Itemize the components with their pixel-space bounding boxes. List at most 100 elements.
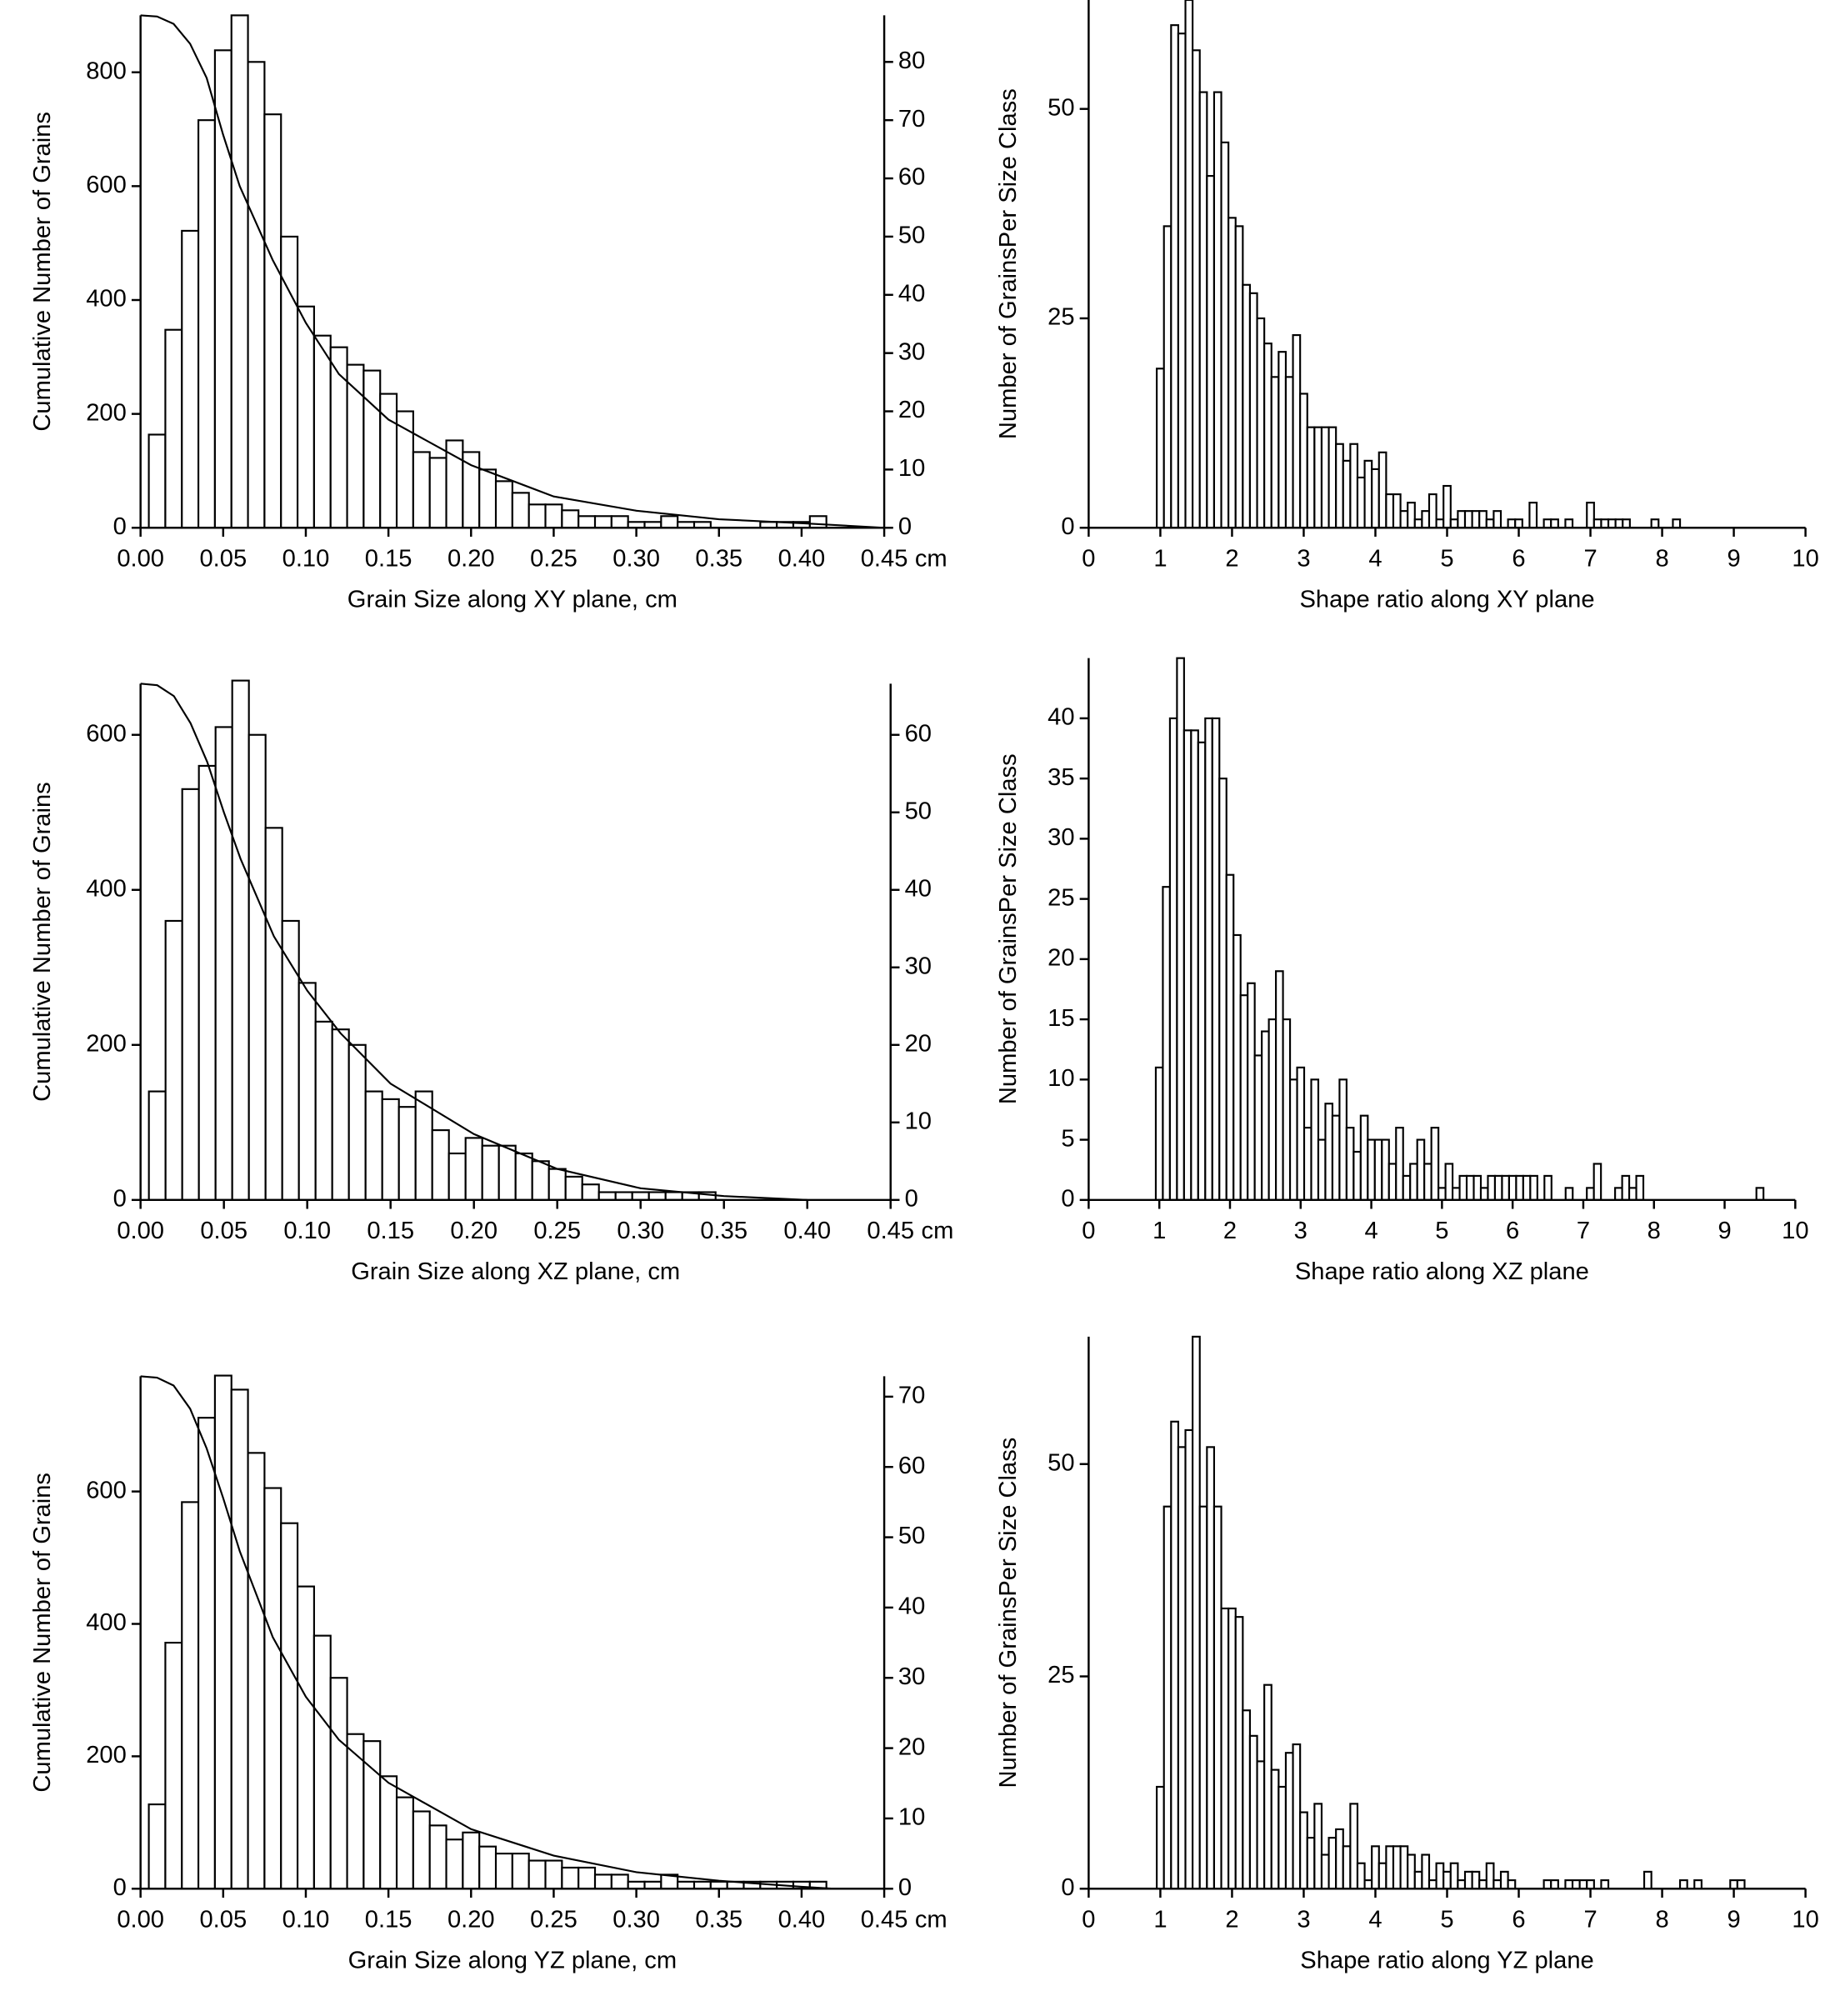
bar [1449,1862,1459,1890]
bar [1356,476,1366,529]
bar [1288,1078,1298,1201]
y-tick-label: 0 [113,1874,127,1901]
y2-tick-label: 60 [898,164,925,191]
x-tick-label: 7 [1577,1218,1590,1244]
bar [164,328,183,529]
y2-tick-label: 70 [898,1383,925,1409]
bar [164,1641,183,1890]
y-tick-label: 200 [86,1030,127,1057]
bar [1381,1138,1390,1201]
x-unit: cm [915,1906,948,1933]
bar [1278,1785,1288,1890]
bar [1514,518,1523,529]
bar [511,492,530,529]
x-tick-label: 3 [1297,1906,1310,1933]
bar [181,788,200,1201]
bar [1736,1879,1746,1890]
x-tick-label: 3 [1297,545,1310,572]
x-tick-label: 1 [1153,1906,1167,1933]
y-tick-label: 5 [1061,1125,1074,1152]
bar [1176,657,1185,1201]
bar [1600,518,1610,529]
bar [148,1803,167,1890]
bar [1444,1163,1454,1201]
bar [598,1191,617,1201]
bar [1592,1163,1602,1201]
bar [1499,1870,1509,1890]
y-tick-label: 200 [86,399,127,426]
bar [610,515,629,529]
bar [511,1853,530,1890]
x-tick-label: 0.20 [448,1906,495,1933]
bar [1162,1505,1172,1890]
bar [1478,510,1488,529]
bar [1755,1187,1765,1201]
x-tick-label: 2 [1223,1218,1237,1244]
bar [1423,1163,1432,1201]
x-tick-label: 6 [1512,545,1525,572]
y-tick-label: 400 [86,875,127,902]
bar [1471,1870,1481,1890]
bar [514,1152,533,1201]
bar [1463,510,1473,529]
bar [1170,24,1179,529]
x-tick-label: 0.10 [282,545,330,572]
bar [398,1106,417,1201]
bar [1324,1103,1334,1201]
bar [1225,873,1235,1201]
bar [1331,1114,1341,1201]
bar [1177,1446,1187,1890]
x-tick-label: 0.40 [778,1906,826,1933]
x-tick-label: 9 [1727,545,1740,572]
bar [1528,502,1538,529]
bar [1184,1428,1194,1890]
bar [381,1098,400,1201]
bar [1449,518,1459,529]
bar [1507,518,1517,529]
y2-tick-label: 60 [905,720,932,747]
bar [1399,1845,1409,1890]
bar [1492,510,1502,529]
bar [660,515,679,529]
bar [1600,1879,1610,1890]
bar [1299,393,1308,529]
bar [1385,493,1395,529]
x-tick-label: 0.45 [861,545,908,572]
bar [1170,1420,1179,1890]
bar [181,229,200,529]
x-tick-label: 4 [1364,1218,1378,1244]
bar [1168,717,1178,1201]
bar [548,1168,567,1201]
bar [1242,1709,1252,1890]
bar [1190,729,1199,1201]
x-tick-label: 5 [1440,545,1453,572]
bar [1371,468,1380,529]
bar [1487,1174,1497,1201]
bar [478,468,498,529]
y2-tick-label: 10 [898,455,925,482]
bar [248,733,267,1201]
x-tick-label: 0.10 [283,1218,331,1244]
bar [648,1191,667,1201]
x-tick-label: 2 [1225,545,1238,572]
bar [1378,451,1388,529]
bar [445,1838,464,1890]
x-tick-label: 3 [1294,1218,1308,1244]
bar [1564,518,1574,529]
bar [1395,1127,1404,1201]
bar [1192,49,1201,529]
bar [1253,1054,1263,1201]
x-tick-label: 0.35 [695,1906,742,1933]
bar [346,1733,365,1890]
x-tick-label: 0.20 [448,545,495,572]
bar [1650,518,1660,529]
bar [1278,351,1288,529]
y-axis-label: Cumulative Number of Grains [29,1473,56,1793]
bar [280,1522,299,1890]
x-tick-label: 10 [1792,1906,1818,1933]
bar [364,1090,383,1201]
bar [1212,1505,1222,1890]
bar [1542,1879,1552,1890]
